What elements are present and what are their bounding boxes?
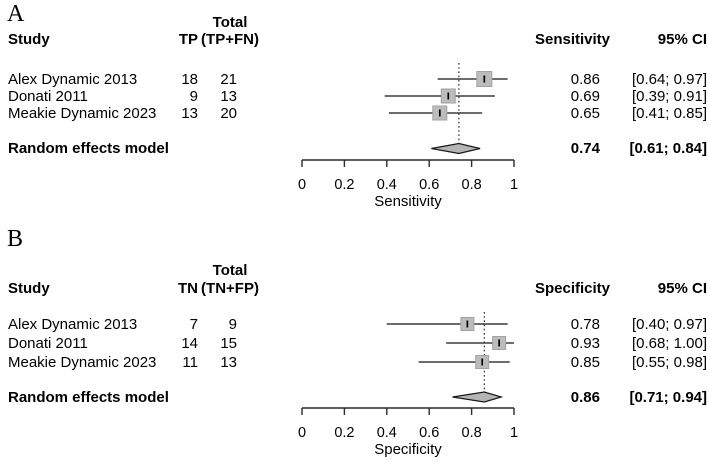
col-header-specificity: Specificity [534,280,610,297]
x-axis-title: Sensitivity [374,193,442,210]
total-value: 15 [220,335,237,352]
x-axis-tick-label: 0.2 [334,425,354,441]
tp-value: 9 [189,88,198,105]
header-row-1: Total [0,262,708,279]
ci-value: [0.55; 0.98] [631,354,707,371]
total-value: 21 [220,71,237,88]
tn-value: 14 [181,335,198,352]
total-value: 13 [220,354,237,371]
pooled-estimate: 0.86 [570,389,600,406]
col-header-total-line1: Total [212,262,248,279]
study-name: Meakie Dynamic 2023 [8,354,157,371]
col-header-tn: TN [178,280,198,297]
study-name: Donati 2011 [8,335,88,352]
header-row-2: Study TN (TN+FP) Specificity 95% CI [0,280,708,297]
col-header-ci: 95% CI [657,280,707,297]
estimate-value: 0.86 [570,71,600,88]
total-value: 9 [228,316,237,333]
study-name: Donati 2011 [8,88,88,105]
pooled-diamond [431,142,481,155]
tn-value: 11 [182,354,198,371]
ci-value: [0.39; 0.91] [631,88,707,105]
total-value: 20 [220,105,237,122]
pooled-ci: [0.61; 0.84] [629,140,707,157]
col-header-study: Study [8,280,50,297]
x-axis-tick-label: 0.6 [419,177,439,193]
panel-label-b: B [7,226,24,252]
col-header-tp: TP [178,31,198,48]
estimate-value: 0.93 [570,335,600,352]
pooled-ci: [0.71; 0.94] [629,389,707,406]
study-name: Alex Dynamic 2013 [8,316,138,333]
tp-value: 18 [181,71,198,88]
total-value: 13 [220,88,237,105]
pooled-diamond [452,391,504,403]
study-name: Alex Dynamic 2013 [8,71,138,88]
pooled-label: Random effects model [8,140,169,157]
col-header-study: Study [8,31,50,48]
study-row: Meakie Dynamic 2023 13 20 0.65 [0.41; 0.… [0,105,708,122]
ci-value: [0.68; 1.00] [631,335,707,352]
col-header-total-line1: Total [212,14,248,31]
estimate-value: 0.69 [570,88,600,105]
study-name: Meakie Dynamic 2023 [8,105,157,122]
ci-value: [0.64; 0.97] [631,71,707,88]
x-axis-tick-label: 0.8 [462,425,482,441]
tn-value: 7 [189,316,198,333]
x-axis-tick-label: 0.4 [377,425,397,441]
study-row: Donati 2011 9 13 0.69 [0.39; 0.91] [0,88,708,105]
pooled-row: Random effects model 0.74 [0.61; 0.84] [0,140,708,157]
x-axis-tick-label: 1 [510,177,518,193]
x-axis-tick-label: 0.8 [462,177,482,193]
x-axis-tick-label: 0.4 [377,177,397,193]
x-axis-title: Specificity [374,441,442,458]
x-axis-tick-label: 0.2 [334,177,354,193]
study-row: Alex Dynamic 2013 7 9 0.78 [0.40; 0.97] [0,316,708,333]
ci-value: [0.41; 0.85] [631,105,707,122]
x-axis-tick-label: 0 [298,177,306,193]
study-row: Meakie Dynamic 2023 11 13 0.85 [0.55; 0.… [0,354,708,371]
x-axis-tick-label: 1 [510,425,518,441]
col-header-total-line2: (TN+FP) [201,280,259,297]
panel-label-a: A [7,1,25,27]
pooled-estimate: 0.74 [570,140,600,157]
header-row-2: Study TP (TP+FN) Sensitivity 95% CI [0,31,708,48]
pooled-row: Random effects model 0.86 [0.71; 0.94] [0,389,708,406]
x-axis-tick-label: 0.6 [419,425,439,441]
col-header-ci: 95% CI [657,31,707,48]
estimate-value: 0.78 [570,316,600,333]
header-row-1: Total [0,14,708,31]
col-header-sensitivity: Sensitivity [534,31,610,48]
estimate-value: 0.65 [570,105,600,122]
ci-value: [0.40; 0.97] [631,316,707,333]
col-header-total-line2: (TP+FN) [201,31,259,48]
estimate-value: 0.85 [570,354,600,371]
x-axis-tick-label: 0 [298,425,306,441]
study-row: Alex Dynamic 2013 18 21 0.86 [0.64; 0.97… [0,71,708,88]
pooled-label: Random effects model [8,389,169,406]
study-row: Donati 2011 14 15 0.93 [0.68; 1.00] [0,335,708,352]
tp-value: 13 [181,105,198,122]
